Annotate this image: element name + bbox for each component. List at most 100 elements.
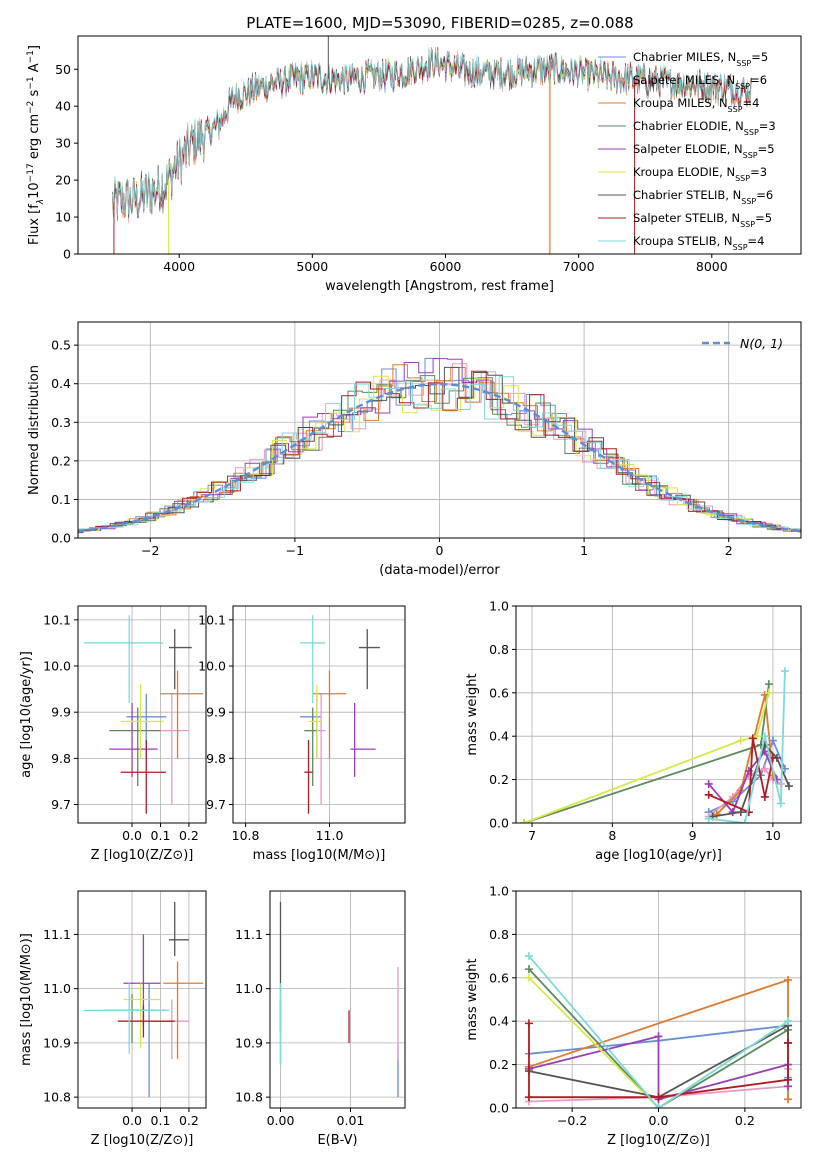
legend-count: =5 — [755, 211, 772, 225]
axes-frame — [77, 605, 207, 824]
y-tick-label: 11.1 — [235, 927, 263, 942]
x-axis-label: wavelength [Angstrom, rest frame] — [325, 279, 554, 294]
y-tick-label: 20 — [55, 173, 71, 188]
mass-weight-marker — [524, 1019, 533, 1028]
legend-count: =4 — [748, 234, 765, 248]
x-tick-label: 5000 — [296, 259, 328, 274]
x-tick-label: 11.0 — [316, 828, 344, 843]
x-tick-label: −1 — [286, 543, 304, 558]
x-tick-label: 7 — [528, 828, 536, 843]
mass-weight-marker — [784, 782, 793, 791]
x-tick-label: 0.2 — [179, 1113, 199, 1128]
y-label-part: −1 — [26, 50, 36, 63]
mass-weight-marker — [760, 792, 769, 801]
x-tick-label: 10 — [765, 828, 781, 843]
legend-sub: SSP — [736, 59, 751, 68]
legend-label: Salpeter STELIB, NSSP=5 — [633, 211, 772, 229]
y-tick-label: 10.0 — [43, 659, 71, 674]
legend-label: N(0, 1) — [740, 336, 783, 351]
legend-label: Salpeter ELODIE, NSSP=5 — [633, 142, 775, 160]
plot-area — [112, 36, 753, 254]
mass-weight-marker — [784, 1095, 793, 1104]
y-tick-label: 11.0 — [43, 981, 71, 996]
y-tick-label: 0.2 — [489, 1057, 509, 1072]
y-tick-label: 11.0 — [235, 981, 263, 996]
mass-weight-marker — [760, 764, 769, 773]
y-tick-label: 50 — [55, 62, 71, 77]
mass-weight-marker — [784, 1038, 793, 1047]
y-axis-label: age [log10(age/yr)] — [19, 651, 34, 778]
mass-weight-marker — [524, 965, 533, 974]
mass-weight-marker — [740, 819, 749, 823]
y-tick-label: 9.8 — [206, 751, 226, 766]
x-axis-label: mass [log10(M/M⊙)] — [253, 848, 386, 863]
y-tick-label: 11.1 — [43, 927, 71, 942]
age-vs-mass-panel: 10.8 11.0 9.7 9.8 9.9 10.0 10.1 mass [log10(M/M… — [198, 605, 406, 863]
y-label-part: ] — [27, 45, 42, 50]
y-tick-label: 0.5 — [51, 338, 71, 353]
y-tick-label: 0 — [63, 247, 71, 262]
x-tick-label: 0.00 — [267, 1113, 295, 1128]
x-tick-label: 2 — [725, 543, 733, 558]
y-axis-label: Normed distribution — [27, 365, 42, 495]
mass-weight-line — [528, 1023, 789, 1099]
x-axis-label: Z [log10(Z/Z⊙)] — [607, 1133, 710, 1148]
x-tick-label: −0.2 — [557, 1113, 587, 1128]
mass-weight-marker — [752, 732, 761, 741]
x-axis-label: E(B-V) — [317, 1133, 357, 1148]
y-tick-label: 0.4 — [489, 729, 509, 744]
y-label-part: −1 — [26, 76, 36, 89]
x-tick-label: 4000 — [163, 259, 195, 274]
y-axis-label: mass [log10(M/M⊙)] — [19, 933, 34, 1066]
legend-sub: SSP — [735, 174, 750, 183]
y-axis-label: Flux [fλ10−17 erg cm−2 s−1 A−1] — [26, 45, 46, 245]
y-tick-label: 9.9 — [51, 705, 71, 720]
legend-label: Chabrier ELODIE, NSSP=3 — [633, 119, 776, 137]
legend-count: =3 — [759, 119, 776, 133]
mass-weight-marker — [704, 790, 713, 799]
mass-weight-marker — [760, 732, 769, 741]
mass-weight-marker — [524, 952, 533, 961]
legend-sub: SSP — [733, 243, 748, 252]
y-tick-label: 0.2 — [489, 772, 509, 787]
mass-weight-marker — [704, 814, 713, 823]
legend-label: Chabrier MILES, NSSP=5 — [633, 50, 768, 68]
y-label-part: erg cm — [27, 114, 42, 163]
legend-count: =6 — [756, 188, 773, 202]
plot-area — [279, 901, 399, 1098]
y-label-part: Flux [f — [27, 204, 42, 245]
y-tick-label: 0.6 — [489, 970, 509, 985]
legend-model: Salpeter ELODIE, N — [633, 142, 743, 156]
y-tick-label: 0.4 — [489, 1014, 509, 1029]
massweight-vs-age-panel: 7 8 9 10 0.0 0.2 0.4 0.6 0.8 1.0 age [log10(age/yr… — [465, 599, 802, 863]
normal-reference-curve — [78, 382, 801, 533]
mass-weight-marker — [784, 975, 793, 984]
legend-sub: SSP — [743, 151, 758, 160]
x-axis-label: Z [log10(Z/Z⊙)] — [91, 848, 194, 863]
y-tick-label: 0.0 — [489, 1101, 509, 1116]
mass-weight-line — [528, 955, 789, 1108]
y-label-part: s — [27, 89, 42, 100]
x-tick-label: 8 — [608, 828, 616, 843]
legend-model: Chabrier MILES, N — [633, 50, 736, 64]
legend-model: Salpeter STELIB, N — [633, 211, 740, 225]
mass-weight-marker — [654, 1093, 663, 1102]
axes-frame — [515, 605, 802, 824]
plot-area — [83, 901, 204, 1098]
figure-title: PLATE=1600, MJD=53090, FIBERID=0285, z=0… — [246, 14, 633, 32]
mass-weight-line — [528, 968, 789, 1108]
x-tick-label: 9 — [689, 828, 697, 843]
axes-frame — [77, 35, 802, 255]
mass-weight-marker — [772, 775, 781, 784]
mass-weight-line — [523, 692, 770, 823]
legend-sub: SSP — [741, 197, 756, 206]
massweight-vs-metallicity-panel: −0.2 0.0 0.2 0.0 0.2 0.4 0.6 0.8 1.0 Z [log10(Z/Z… — [465, 884, 802, 1148]
histogram-steps — [78, 366, 801, 534]
y-tick-label: 30 — [55, 136, 71, 151]
y-label-part: A — [27, 63, 42, 76]
y-tick-label: 0.0 — [489, 816, 509, 831]
x-tick-label: 0 — [436, 543, 444, 558]
mass-weight-marker — [764, 680, 773, 689]
x-tick-label: 7000 — [563, 259, 595, 274]
y-tick-label: 10.9 — [235, 1035, 263, 1050]
